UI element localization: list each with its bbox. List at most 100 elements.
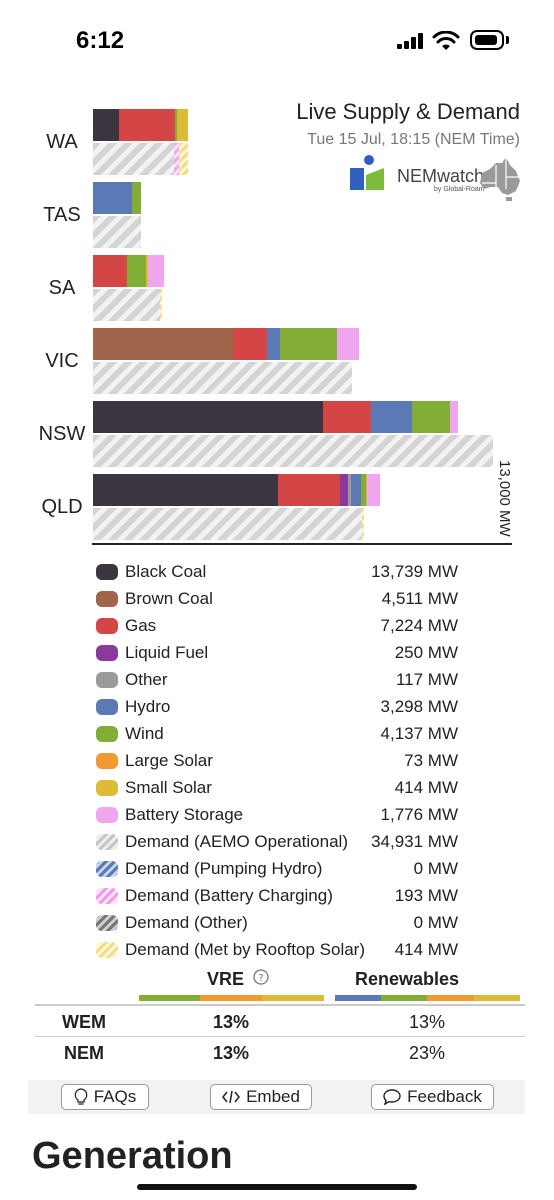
legend-swatch <box>96 753 118 769</box>
legend-label: Demand (Pumping Hydro) <box>125 859 323 878</box>
bar-segment-small-solar <box>176 109 189 141</box>
section-title: Generation <box>32 1135 233 1177</box>
legend-value: 0 MW <box>413 913 458 932</box>
table-row-market: NEM <box>64 1043 104 1063</box>
legend-item-battery-storage[interactable]: Battery Storage 1,776 MW <box>96 803 458 827</box>
bar-segment-liquid-fuel <box>339 474 348 506</box>
bar-segment-gas <box>277 474 340 506</box>
legend-label: Demand (AEMO Operational) <box>125 832 348 851</box>
code-icon <box>222 1090 241 1104</box>
legend-value: 117 MW <box>395 670 458 689</box>
legend-item-hydro[interactable]: Hydro 3,298 MW <box>96 695 458 719</box>
speech-bubble-icon <box>383 1089 401 1105</box>
legend-swatch <box>96 780 118 796</box>
legend-item-other[interactable]: Other 117 MW <box>96 668 458 692</box>
legend-label: Gas <box>125 616 157 635</box>
legend-item-gas[interactable]: Gas 7,224 MW <box>96 614 458 638</box>
demand-bar-wa-operational[interactable] <box>93 143 175 175</box>
legend-item-wind[interactable]: Wind 4,137 MW <box>96 722 458 746</box>
legend-item-liquid-fuel[interactable]: Liquid Fuel 250 MW <box>96 641 458 665</box>
region-label-sa: SA <box>48 277 76 299</box>
demand-bar-vic-operational[interactable] <box>93 362 353 394</box>
legend-swatch <box>96 942 118 958</box>
status-time: 6:12 <box>76 27 125 54</box>
legend-value: 13,739 MW <box>371 562 458 581</box>
legend-swatch <box>96 591 118 607</box>
region-label-vic: VIC <box>45 350 79 372</box>
vre-strip-wind <box>139 995 200 1001</box>
bar-segment-wind <box>411 401 451 433</box>
svg-text:?: ? <box>258 973 263 984</box>
renewables-header: Renewables <box>355 969 460 989</box>
legend-item-small-solar[interactable]: Small Solar 414 MW <box>96 776 458 800</box>
legend-swatch <box>96 672 118 688</box>
demand-bar-nsw-operational[interactable] <box>93 435 493 467</box>
table-row-vre: 13% <box>213 1043 250 1063</box>
bar-segment-brown-coal <box>93 328 234 360</box>
demand-bar-qld-operational[interactable] <box>93 508 362 540</box>
region-label-qld: QLD <box>41 496 83 518</box>
battery-icon <box>470 30 504 50</box>
demand-bar-sa-rooftop[interactable] <box>159 289 162 321</box>
vre-header: VRE <box>207 969 245 989</box>
vre-strip-small-solar <box>262 995 324 1001</box>
legend-value: 1,776 MW <box>380 805 458 824</box>
legend-value: 73 MW <box>404 751 458 770</box>
bar-segment-battery-storage <box>366 474 380 506</box>
nemwatch-logo-icon[interactable] <box>350 155 384 191</box>
bar-segment-hydro <box>351 474 361 506</box>
wifi-icon <box>432 31 460 50</box>
legend-swatch <box>96 726 118 742</box>
bar-segment-gas <box>93 255 127 287</box>
embed-button[interactable]: Embed <box>210 1084 312 1110</box>
ren-strip-large-solar <box>427 995 474 1001</box>
bar-segment-wind <box>360 474 367 506</box>
demand-bar-wa-rooftop[interactable] <box>179 143 189 175</box>
legend-label: Liquid Fuel <box>125 643 209 662</box>
info-icon[interactable]: ? <box>253 969 269 985</box>
legend-item-black-coal[interactable]: Black Coal 13,739 MW <box>96 560 458 584</box>
legend-item-brown-coal[interactable]: Brown Coal 4,511 MW <box>96 587 458 611</box>
demand-bar-tas-operational[interactable] <box>93 216 142 248</box>
legend-label: Demand (Met by Rooftop Solar) <box>125 940 365 959</box>
battery-tip <box>506 36 509 44</box>
legend-label: Small Solar <box>125 778 212 797</box>
bar-segment-black-coal <box>93 474 278 506</box>
bar-segment-wind <box>279 328 337 360</box>
legend-value: 7,224 MW <box>380 616 458 635</box>
page-title: Live Supply & Demand <box>296 99 520 124</box>
legend-label: Demand (Other) <box>125 913 248 932</box>
feedback-label: Feedback <box>407 1087 482 1106</box>
embed-label: Embed <box>246 1087 300 1106</box>
faqs-button[interactable]: FAQs <box>61 1084 149 1110</box>
legend-item-demand-operational[interactable]: Demand (AEMO Operational) 34,931 MW <box>96 830 458 854</box>
bar-segment-black-coal <box>93 401 323 433</box>
bar-segment-wind <box>126 255 147 287</box>
legend-value: 193 MW <box>394 886 458 905</box>
home-indicator[interactable] <box>137 1184 417 1190</box>
legend-label: Wind <box>125 724 164 743</box>
legend-swatch <box>96 564 118 580</box>
legend-item-demand-pumping[interactable]: Demand (Pumping Hydro) 0 MW <box>96 857 458 881</box>
legend-item-demand-other[interactable]: Demand (Other) 0 MW <box>96 911 458 935</box>
table-row-vre: 13% <box>213 1012 250 1032</box>
chart-baseline <box>92 543 512 545</box>
demand-bar-wa-battery-charging[interactable] <box>174 143 180 175</box>
demand-bar-qld-rooftop[interactable] <box>361 508 364 540</box>
legend-label: Other <box>125 670 168 689</box>
feedback-button[interactable]: Feedback <box>371 1084 494 1110</box>
nemwatch-logo-sub: by Global-Roam <box>434 186 485 193</box>
demand-bar-sa-operational[interactable] <box>93 289 160 321</box>
legend-item-demand-battery[interactable]: Demand (Battery Charging) 193 MW <box>96 884 458 908</box>
legend-item-large-solar[interactable]: Large Solar 73 MW <box>96 749 458 773</box>
legend-value: 4,137 MW <box>380 724 458 743</box>
legend-label: Brown Coal <box>125 589 213 608</box>
legend-swatch <box>96 618 118 634</box>
table-row-renewables: 13% <box>409 1012 446 1032</box>
legend-item-demand-rooftop[interactable]: Demand (Met by Rooftop Solar) 414 MW <box>96 938 458 962</box>
bar-segment-hydro <box>370 401 412 433</box>
bar-segment-battery-storage <box>450 401 458 433</box>
signal-icon <box>397 33 423 49</box>
legend-swatch <box>96 699 118 715</box>
ren-strip-hydro <box>335 995 381 1001</box>
